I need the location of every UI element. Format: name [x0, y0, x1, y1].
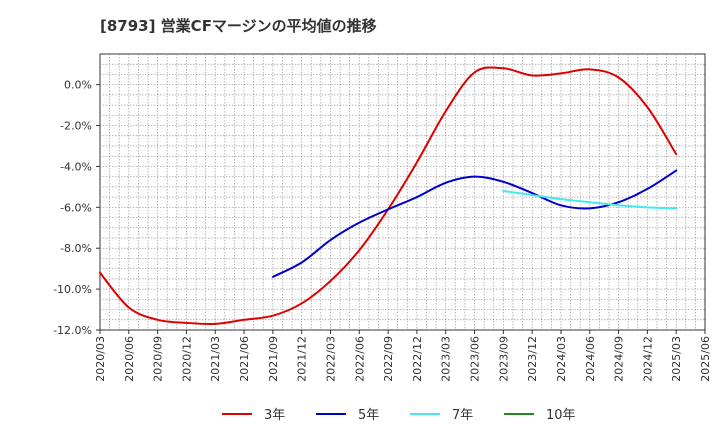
x-tick-label: 2025/06	[699, 336, 712, 382]
series-line-2	[502, 189, 678, 210]
grid	[100, 54, 705, 330]
y-tick-label: -12.0%	[53, 324, 92, 337]
legend-label-0: 3年	[264, 408, 285, 423]
x-tick-label: 2024/03	[555, 336, 568, 382]
x-tick-label: 2020/03	[94, 336, 107, 382]
chart-title: [8793] 営業CFマージンの平均値の推移	[100, 17, 377, 35]
x-tick-label: 2020/12	[180, 336, 193, 382]
x-tick-label: 2022/12	[411, 336, 424, 382]
plot-frame	[99, 53, 706, 331]
y-tick-label: 0.0%	[64, 79, 92, 92]
legend-label-1: 5年	[358, 408, 379, 423]
y-tick-label: -10.0%	[53, 283, 92, 296]
x-axis: 2020/03 2020/06 2020/09 2020/12 2021/03 2021/…	[94, 330, 712, 382]
x-tick-label: 2023/12	[526, 336, 539, 382]
x-tick-label: 2024/12	[641, 336, 654, 382]
y-tick-label: -8.0%	[60, 242, 92, 255]
y-tick-label: -4.0%	[60, 160, 92, 173]
x-tick-label: 2022/03	[324, 336, 337, 382]
y-tick-label: -2.0%	[60, 120, 92, 133]
x-tick-label: 2020/09	[152, 336, 165, 382]
y-tick-label: -6.0%	[60, 201, 92, 214]
x-tick-label: 2022/06	[353, 336, 366, 382]
legend-label-3: 10年	[546, 408, 576, 423]
legend-label-2: 7年	[452, 408, 473, 423]
x-tick-label: 2024/06	[584, 336, 597, 382]
x-tick-label: 2024/09	[613, 336, 626, 382]
x-tick-label: 2021/03	[209, 336, 222, 382]
x-tick-label: 2023/03	[440, 336, 453, 382]
x-tick-label: 2020/06	[123, 336, 136, 382]
y-axis: 0.0% -2.0% -4.0% -6.0% -8.0% -10.0% -12.0%	[53, 79, 100, 337]
x-tick-label: 2025/03	[670, 336, 683, 382]
x-tick-label: 2021/09	[267, 336, 280, 382]
legend: 3年 5年 7年 10年	[222, 408, 576, 423]
plot-area	[99, 53, 706, 331]
x-tick-label: 2021/06	[238, 336, 251, 382]
x-tick-label: 2023/06	[469, 336, 482, 382]
x-tick-label: 2023/09	[497, 336, 510, 382]
x-tick-label: 2022/09	[382, 336, 395, 382]
x-tick-label: 2021/12	[296, 336, 309, 382]
series-lines	[99, 66, 678, 326]
